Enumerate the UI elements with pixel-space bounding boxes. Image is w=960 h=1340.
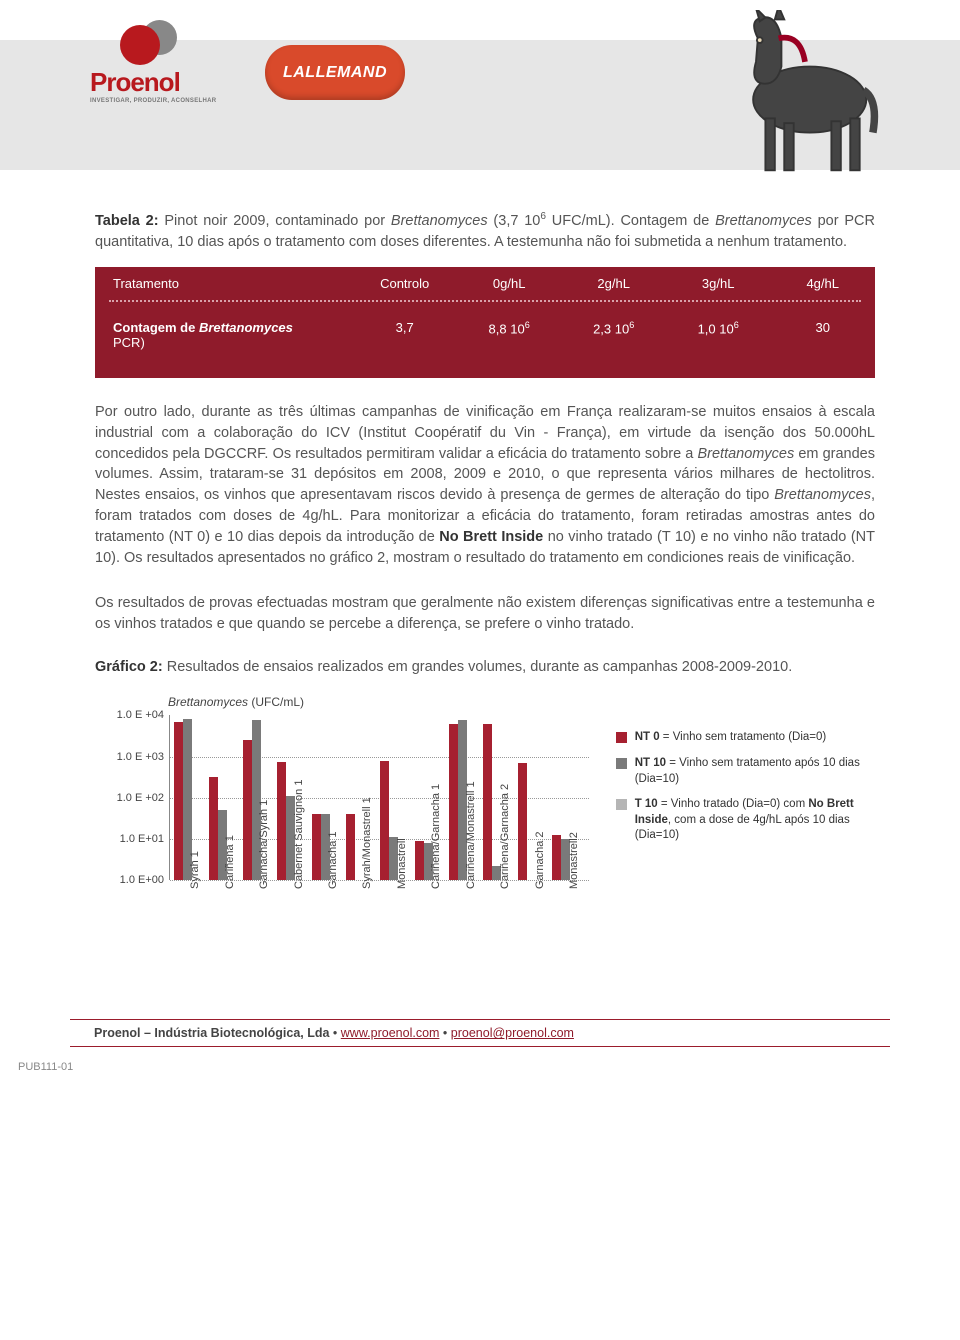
chart-xlabel: Cariñena/Garnacha 1 (430, 784, 442, 889)
chart-bar (174, 722, 183, 881)
tabela2-caption: Tabela 2: Pinot noir 2009, contaminado p… (95, 210, 875, 253)
legend-nt0: NT 0 = Vinho sem tratamento (Dia=0) (616, 730, 875, 746)
td-label: Contagem de Brettanomyces PCR) (95, 320, 352, 350)
logos-row: Proenol INVESTIGAR, PRODUZIR, ACONSELHAR… (90, 20, 405, 115)
footer-company: Proenol – Indústria Biotecnológica, Lda (94, 1026, 329, 1040)
legend-swatch-lightgray (616, 799, 627, 810)
th-3ghl: 3g/hL (666, 276, 771, 291)
td-3ghl: 1,0 106 (666, 320, 771, 350)
tabela2: Tratamento Controlo 0g/hL 2g/hL 3g/hL 4g… (95, 267, 875, 378)
footer: Proenol – Indústria Biotecnológica, Lda … (70, 1019, 890, 1047)
lallemand-wordmark: LALLEMAND (283, 64, 387, 82)
td-controlo: 3,7 (352, 320, 457, 350)
proenol-logo: Proenol INVESTIGAR, PRODUZIR, ACONSELHAR (90, 20, 240, 115)
grafico2-caption: Gráfico 2: Resultados de ensaios realiza… (95, 657, 875, 678)
chart-xlabel: Monastrell (396, 839, 408, 890)
chart-xlabel: Syrah 1 (189, 852, 201, 890)
chart-legend: NT 0 = Vinho sem tratamento (Dia=0) NT 1… (616, 730, 875, 853)
chart-ytick: 1.0 E+01 (120, 833, 170, 845)
chart-ytick: 1.0 E+00 (120, 874, 170, 886)
chart-ytick: 1.0 E +04 (117, 709, 170, 721)
chart-xlabel: Cariñena 1 (224, 836, 236, 890)
chart-xlabel: Garnacha 2 (534, 832, 546, 889)
chart-ytick: 1.0 E +02 (117, 792, 170, 804)
legend-swatch-red (616, 732, 627, 743)
chart-bar (346, 814, 355, 880)
td-0ghl: 8,8 106 (457, 320, 562, 350)
chart-xlabel: Garnacha 1 (327, 832, 339, 889)
chart-y-axis-label: Brettanomyces (UFC/mL) (168, 695, 304, 709)
chart-xlabel: Monastrell2 (568, 833, 580, 890)
header-band: Proenol INVESTIGAR, PRODUZIR, ACONSELHAR… (0, 40, 960, 170)
legend-t10: T 10 = Vinho tratado (Dia=0) com No Bret… (616, 797, 875, 844)
chart-bar (483, 724, 492, 881)
footer-url-link[interactable]: www.proenol.com (341, 1026, 440, 1040)
chart-bar (243, 740, 252, 880)
paragraph-2: Os resultados de provas efectuadas mostr… (95, 593, 875, 635)
footer-email-link[interactable]: proenol@proenol.com (451, 1026, 574, 1040)
th-tratamento: Tratamento (95, 276, 352, 291)
legend-nt10: NT 10 = Vinho sem tratamento após 10 dia… (616, 756, 875, 787)
th-4ghl: 4g/hL (770, 276, 875, 291)
chart-ytick: 1.0 E +03 (117, 751, 170, 763)
table-header-row: Tratamento Controlo 0g/hL 2g/hL 3g/hL 4g… (95, 267, 875, 300)
proenol-tagline: INVESTIGAR, PRODUZIR, ACONSELHAR (90, 98, 240, 104)
chart-xlabel: Cabernet Sauvignon 1 (293, 780, 305, 889)
lallemand-logo: LALLEMAND (265, 45, 405, 100)
chart-bar (380, 761, 389, 881)
legend-swatch-darkgray (616, 758, 627, 769)
th-controlo: Controlo (352, 276, 457, 291)
chart-bar (415, 841, 424, 880)
chart-bar (518, 763, 527, 881)
proenol-wordmark: Proenol (90, 67, 240, 98)
chart-bar (209, 777, 218, 881)
chart-xlabel: Cariñena/Garnacha 2 (499, 784, 511, 889)
grafico2-chart: Brettanomyces (UFC/mL) 1.0 E +04 1.0 E +0… (103, 695, 602, 995)
publication-code: PUB111-01 (18, 1061, 960, 1073)
chart-wrap: Brettanomyces (UFC/mL) 1.0 E +04 1.0 E +0… (95, 695, 875, 995)
chart-xlabel: Syrah/Monastrell 1 (361, 798, 373, 890)
chart-xlabel: Cariñena/Monastrell 1 (465, 782, 477, 890)
paragraph-1: Por outro lado, durante as três últimas … (95, 402, 875, 569)
content: Tabela 2: Pinot noir 2009, contaminado p… (0, 170, 960, 995)
chart-bar (277, 762, 286, 881)
th-0ghl: 0g/hL (457, 276, 562, 291)
th-2ghl: 2g/hL (561, 276, 666, 291)
proenol-circles-icon (120, 20, 180, 65)
chart-bar (312, 814, 321, 880)
table-data-row: Contagem de Brettanomyces PCR) 3,7 8,8 1… (95, 302, 875, 378)
chart-bar (449, 724, 458, 881)
td-2ghl: 2,3 106 (561, 320, 666, 350)
page: Proenol INVESTIGAR, PRODUZIR, ACONSELHAR… (0, 40, 960, 1073)
chart-x-labels: Syrah 1Cariñena 1Garnacha/Syrah 1Caberne… (169, 885, 589, 995)
td-4ghl: 30 (770, 320, 875, 350)
chart-xlabel: Garnacha/Syrah 1 (258, 800, 270, 889)
horse-icon (710, 10, 900, 175)
chart-bar (552, 835, 561, 880)
